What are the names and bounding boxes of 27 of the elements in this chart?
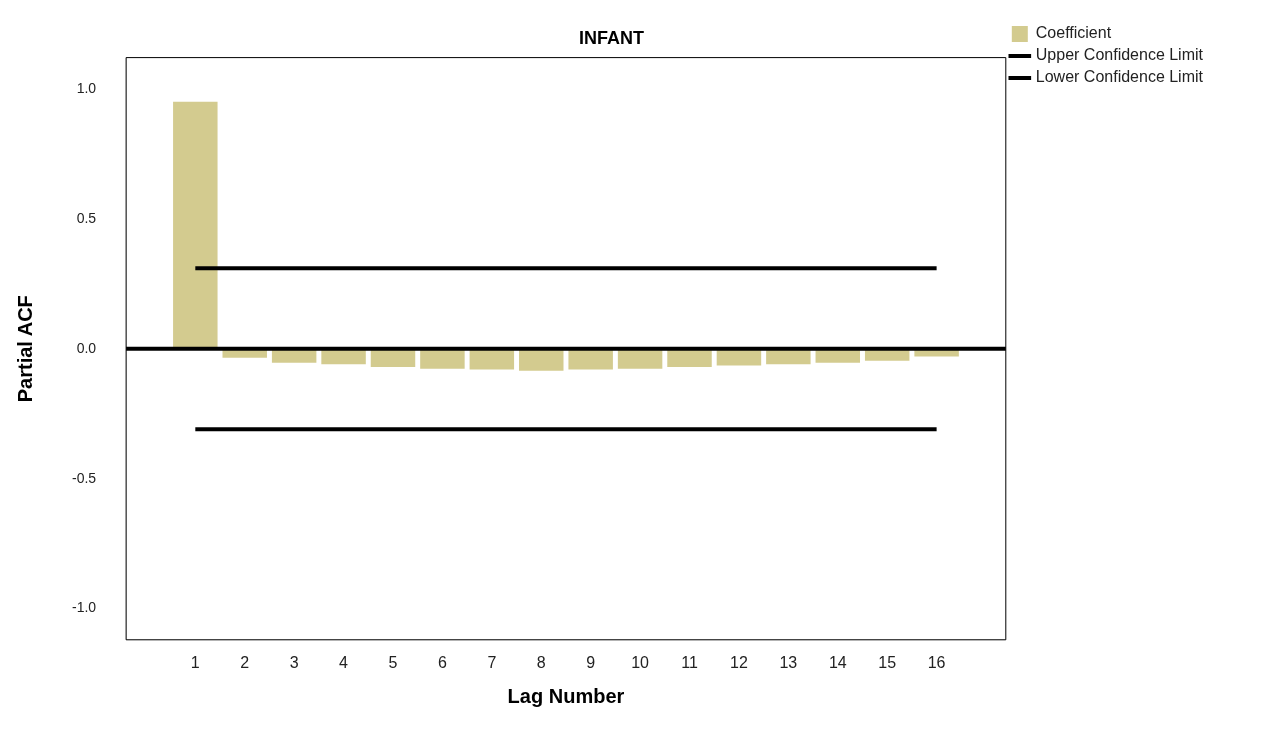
x-tick-label: 15 (878, 653, 897, 671)
y-tick-label: 1.0 (76, 79, 97, 96)
legend-label: Coefficient (1035, 24, 1112, 42)
x-axis-title: Lag Number (507, 684, 625, 707)
y-tick-label: 0.5 (76, 209, 97, 226)
x-tick-label: 9 (586, 653, 596, 671)
x-tick-label: 6 (437, 653, 447, 671)
x-tick-label: 11 (681, 653, 698, 671)
chart-title: INFANT (579, 27, 644, 48)
y-axis-title: Partial ACF (13, 295, 36, 403)
x-tick-label: 1 (190, 653, 200, 671)
legend-label: Lower Confidence Limit (1035, 68, 1204, 86)
x-tick-label: 16 (927, 653, 946, 671)
x-tick-label: 3 (289, 653, 299, 671)
x-tick-label: 14 (828, 653, 847, 671)
y-tick-label: -0.5 (72, 469, 97, 486)
x-tick-label: 13 (779, 653, 798, 671)
x-tick-label: 12 (730, 653, 748, 671)
x-tick-label: 10 (631, 653, 650, 671)
x-tick-label: 2 (240, 653, 250, 671)
x-tick-label: 7 (487, 653, 497, 671)
y-tick-label: -1.0 (72, 599, 97, 616)
legend-label: Upper Confidence Limit (1035, 46, 1204, 64)
x-tick-label: 8 (536, 653, 546, 671)
y-tick-label: 0.0 (76, 339, 97, 356)
x-tick-label: 4 (339, 653, 349, 671)
x-tick-label: 5 (388, 653, 398, 671)
